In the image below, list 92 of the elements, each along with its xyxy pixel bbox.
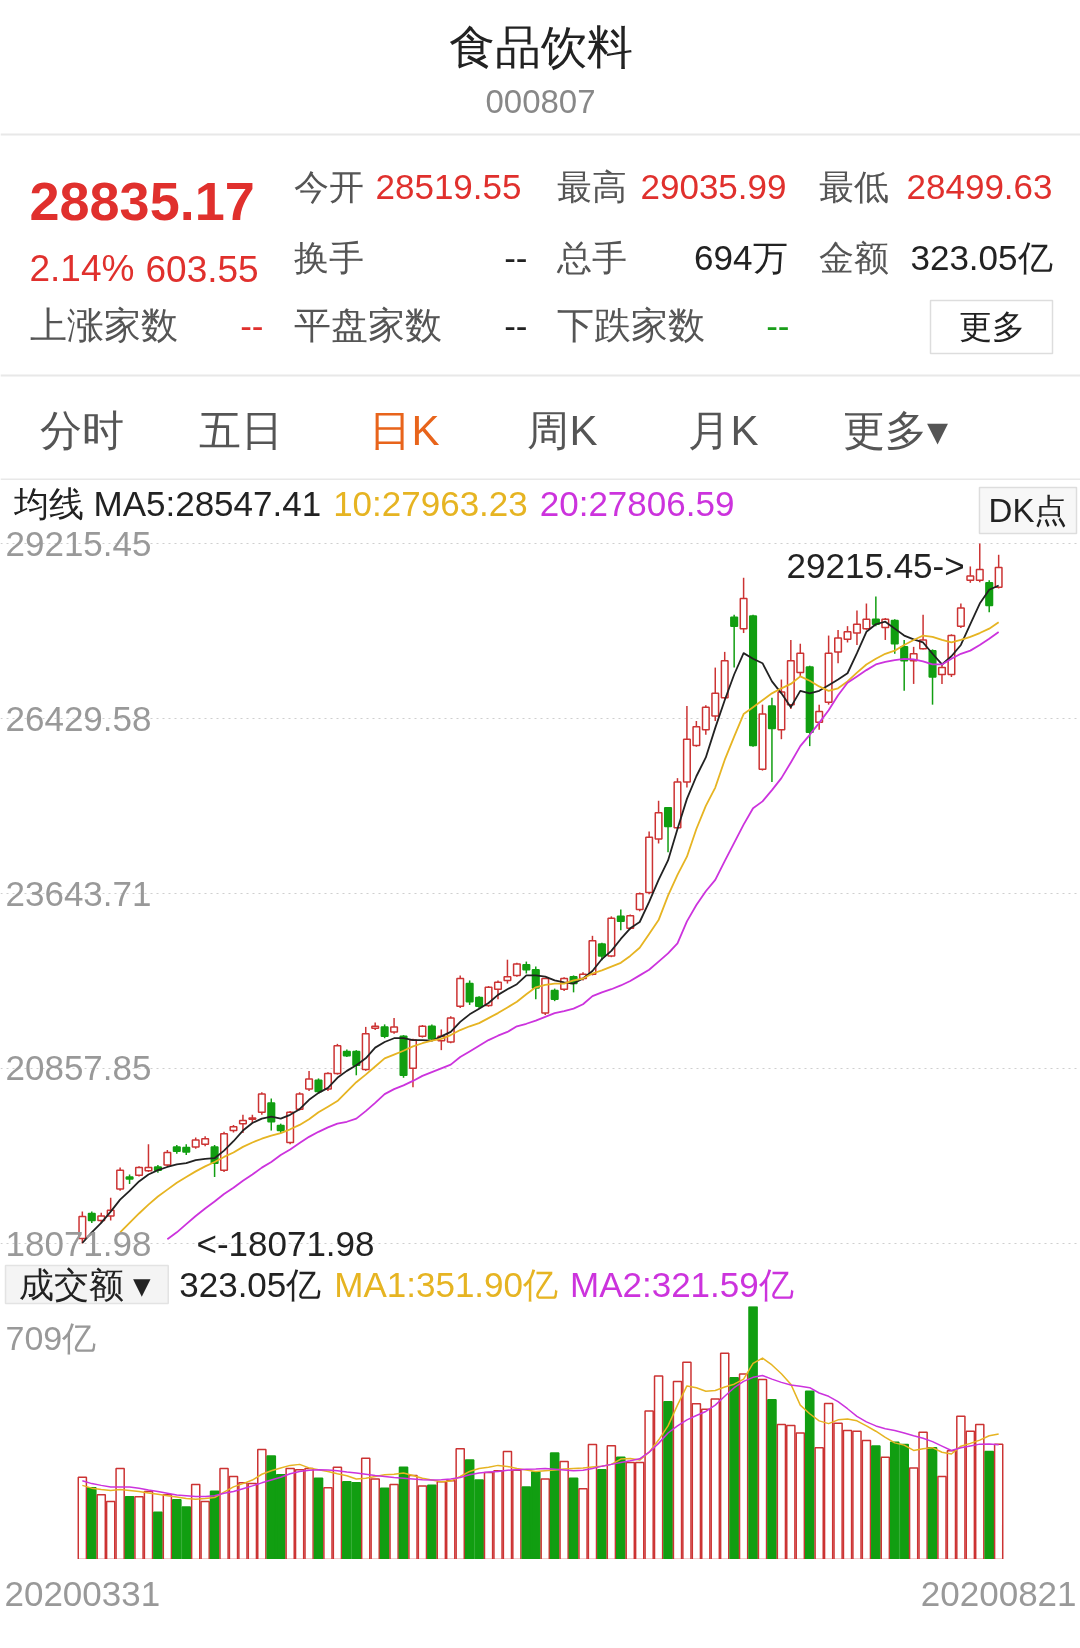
text: 323.05亿 xyxy=(179,1265,322,1304)
bar xyxy=(729,1377,739,1559)
text: 29035.99 xyxy=(640,166,787,206)
y-tick-label: 29215.45 xyxy=(5,523,152,563)
bar xyxy=(77,1476,88,1559)
text: 月K xyxy=(688,407,759,454)
bar xyxy=(209,1490,220,1559)
candlestick xyxy=(238,1114,247,1134)
candlestick xyxy=(503,958,512,985)
candlestick xyxy=(975,542,984,583)
text: 食品饮料 xyxy=(448,20,633,73)
y-tick-label: 23643.71 xyxy=(5,873,152,913)
bar xyxy=(767,1399,777,1559)
bar xyxy=(804,1390,815,1559)
annotation: 29215.45-> xyxy=(786,546,965,585)
bar xyxy=(984,1450,995,1559)
legend-title: 均线 xyxy=(12,484,84,523)
bar xyxy=(162,1493,173,1559)
annotation: 709亿 xyxy=(5,1318,97,1357)
text: 金额 xyxy=(818,238,889,277)
bar xyxy=(124,1496,135,1559)
candlestick xyxy=(616,908,625,931)
text: 694万 xyxy=(694,238,788,277)
bar xyxy=(568,1477,579,1559)
chart-title: 成交额 ▾ xyxy=(18,1265,152,1304)
bar xyxy=(86,1486,97,1559)
text: 323.05亿 xyxy=(910,238,1053,277)
bar xyxy=(748,1306,758,1559)
bar xyxy=(559,1460,569,1559)
text: 10:27963.23 xyxy=(333,484,528,523)
bar xyxy=(540,1478,551,1559)
text: 换手 xyxy=(293,238,364,277)
text: 平盘家数 xyxy=(293,305,442,346)
text: 下跌家数 xyxy=(556,305,705,346)
candlestick xyxy=(116,1166,125,1192)
text: 五日 xyxy=(198,407,283,454)
text: 更多 xyxy=(958,308,1025,345)
text: 上涨家数 xyxy=(29,305,178,346)
bar xyxy=(549,1452,560,1559)
bar xyxy=(389,1483,399,1559)
text: 总手 xyxy=(555,238,627,277)
bar xyxy=(606,1444,617,1559)
text: 分时 xyxy=(39,407,124,454)
bar xyxy=(738,1373,749,1559)
bar xyxy=(757,1378,768,1559)
bar xyxy=(597,1468,607,1559)
bar xyxy=(398,1466,409,1559)
text: 更多▾ xyxy=(843,407,948,454)
text: -- xyxy=(766,305,790,345)
y-tick-label: 20857.85 xyxy=(5,1048,152,1088)
text: 周K xyxy=(527,407,598,454)
text: 日K xyxy=(369,407,440,454)
bar xyxy=(615,1456,626,1559)
bar xyxy=(313,1477,324,1559)
bar xyxy=(880,1456,891,1559)
text: 28499.63 xyxy=(906,166,1053,206)
annotation: <-18071.98 xyxy=(196,1224,375,1263)
candlestick xyxy=(767,696,776,783)
bar xyxy=(663,1400,673,1559)
text: -- xyxy=(504,237,528,277)
bar xyxy=(871,1445,881,1559)
text: -- xyxy=(504,305,528,345)
bar xyxy=(379,1487,390,1559)
text: 603.55 xyxy=(145,248,259,290)
y-tick-label: 26429.58 xyxy=(5,698,152,738)
candlestick xyxy=(635,891,644,913)
text: MA2:321.59亿 xyxy=(569,1265,794,1304)
candlestick xyxy=(663,806,673,854)
text: DK点 xyxy=(988,492,1068,529)
x-tick-label: 20200821 xyxy=(920,1573,1077,1613)
bar xyxy=(993,1443,1004,1559)
text: MA5:28547.41 xyxy=(93,484,322,523)
candlestick xyxy=(730,614,739,669)
bar xyxy=(153,1511,163,1559)
candlestick xyxy=(956,602,965,629)
text: 今开 xyxy=(293,167,364,206)
candlestick xyxy=(305,1070,314,1092)
x-tick-label: 20200331 xyxy=(4,1573,161,1613)
y-tick-label: 18071.98 xyxy=(5,1223,152,1263)
candlestick xyxy=(267,1097,276,1132)
text: 20:27806.59 xyxy=(539,484,735,523)
text: 2.14% xyxy=(29,248,135,289)
text: 最低 xyxy=(818,167,889,206)
text: 最高 xyxy=(556,167,627,206)
text: 000807 xyxy=(485,83,596,120)
text: -- xyxy=(240,305,264,345)
text: MA1:351.90亿 xyxy=(334,1265,559,1304)
candlestick xyxy=(257,1091,266,1116)
text: 28835.17 xyxy=(29,171,255,231)
bar xyxy=(427,1484,437,1559)
text: 28519.55 xyxy=(375,166,522,206)
bar xyxy=(927,1446,938,1559)
